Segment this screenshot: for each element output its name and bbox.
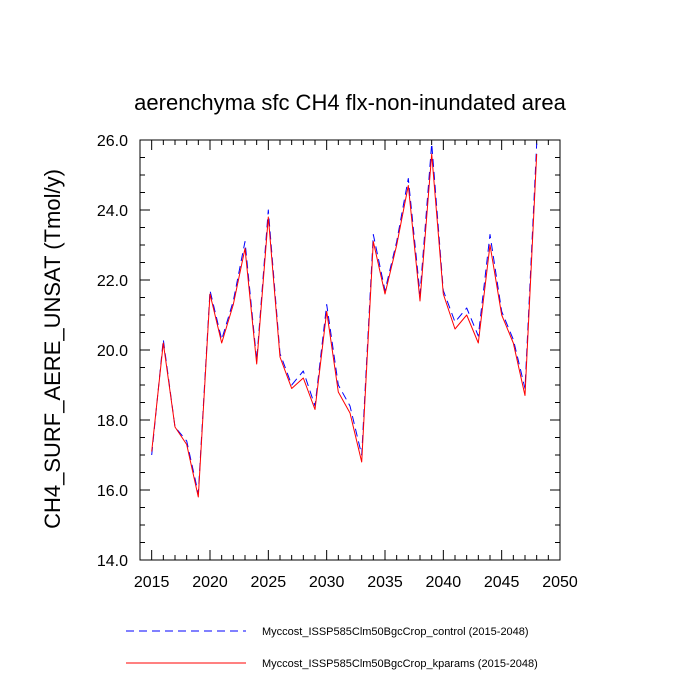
y-axis-label: CH4_SURF_AERE_UNSAT (Tmol/y) <box>40 169 65 529</box>
y-tick-label: 16.0 <box>97 483 128 500</box>
y-tick-label: 24.0 <box>97 203 128 220</box>
tick-marks <box>139 139 561 561</box>
x-tick-label: 2035 <box>367 574 403 591</box>
chart-title: aerenchyma sfc CH4 flx-non-inundated are… <box>134 90 566 115</box>
y-tick-label: 20.0 <box>97 343 128 360</box>
legend-label: Myccost_ISSP585Clm50BgcCrop_control (201… <box>262 626 529 638</box>
x-tick-label: 2015 <box>134 574 170 591</box>
x-tick-label: 2030 <box>309 574 345 591</box>
x-tick-label: 2020 <box>192 574 228 591</box>
x-tick-label: 2025 <box>251 574 287 591</box>
x-tick-label: 2045 <box>484 574 520 591</box>
y-tick-label: 26.0 <box>97 133 128 150</box>
x-tick-label: 2050 <box>542 574 578 591</box>
y-tick-label: 22.0 <box>97 273 128 290</box>
plot-frame <box>139 139 561 561</box>
y-tick-label: 14.0 <box>97 553 128 570</box>
series-line-control <box>151 143 538 494</box>
legend-label: Myccost_ISSP585Clm50BgcCrop_kparams (201… <box>262 658 538 670</box>
series-line-kparams <box>151 153 538 498</box>
y-tick-label: 18.0 <box>97 413 128 430</box>
tick-labels: 2015 2020 2025 2030 2035 2040 2045 2050 14.0 16.0… <box>97 133 578 591</box>
plot-series <box>151 143 538 498</box>
legend: Myccost_ISSP585Clm50BgcCrop_control (201… <box>126 626 538 670</box>
x-tick-label: 2040 <box>426 574 462 591</box>
